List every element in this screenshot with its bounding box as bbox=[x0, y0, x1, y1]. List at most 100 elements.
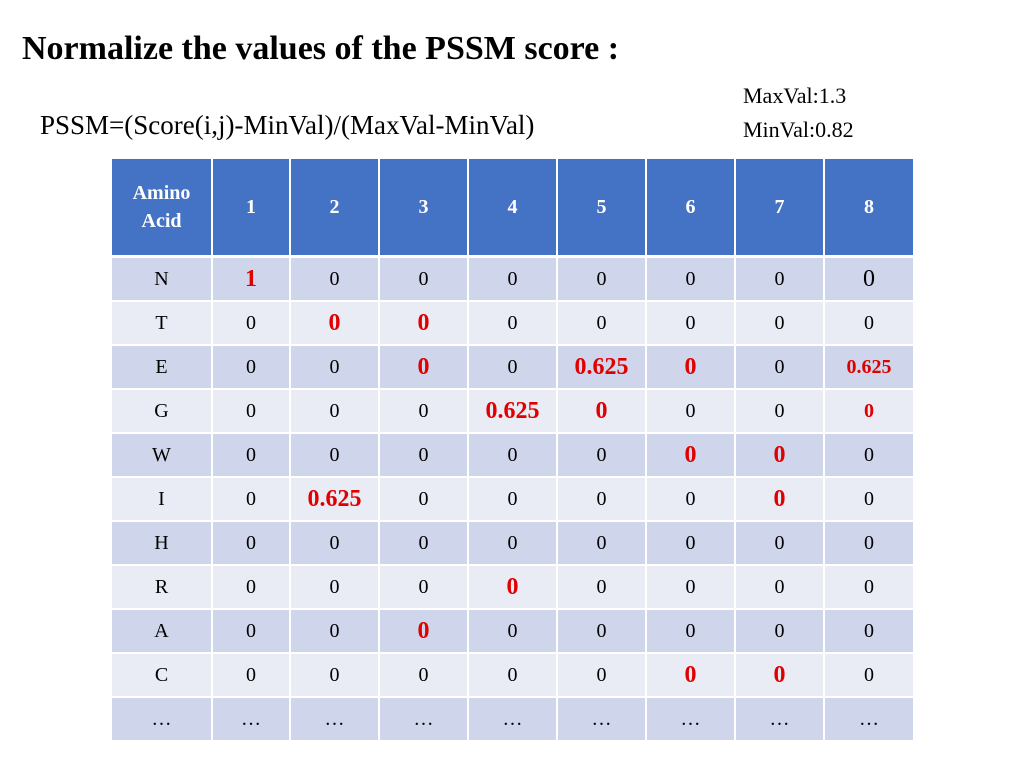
amino-acid-cell: I bbox=[112, 477, 213, 522]
score-cell: 0 bbox=[557, 433, 647, 478]
score-cell: … bbox=[824, 697, 913, 742]
score-cell: 0 bbox=[557, 521, 647, 566]
score-cell: 0 bbox=[646, 521, 736, 566]
score-cell: 0 bbox=[824, 433, 913, 478]
score-cell: 1 bbox=[212, 256, 291, 302]
score-cell: 0 bbox=[557, 389, 647, 434]
header-position-2: 2 bbox=[290, 159, 380, 258]
score-cell: 0 bbox=[468, 653, 558, 698]
score-cell: 0 bbox=[557, 256, 647, 302]
score-cell: 0 bbox=[735, 565, 825, 610]
amino-acid-cell: H bbox=[112, 521, 213, 566]
score-cell: 0 bbox=[468, 301, 558, 346]
header-position-1: 1 bbox=[212, 159, 291, 258]
score-cell: 0 bbox=[824, 521, 913, 566]
score-cell: 0 bbox=[735, 521, 825, 566]
score-cell: 0 bbox=[468, 609, 558, 654]
score-cell: 0.625 bbox=[468, 389, 558, 434]
score-cell: … bbox=[735, 697, 825, 742]
score-cell: 0 bbox=[468, 345, 558, 390]
score-cell: 0 bbox=[379, 565, 469, 610]
min-value-label: MinVal:0.82 bbox=[743, 117, 854, 142]
amino-acid-cell: A bbox=[112, 609, 213, 654]
amino-acid-cell: C bbox=[112, 653, 213, 698]
amino-acid-cell: … bbox=[112, 697, 213, 742]
score-cell: 0 bbox=[212, 345, 291, 390]
score-cell: 0 bbox=[290, 521, 380, 566]
score-cell: 0 bbox=[735, 256, 825, 302]
table-header-row: Amino Acid 1 2 3 4 5 6 7 8 bbox=[112, 159, 913, 258]
score-cell: 0 bbox=[824, 609, 913, 654]
score-cell: 0 bbox=[379, 345, 469, 390]
amino-acid-cell: R bbox=[112, 565, 213, 610]
score-cell: 0 bbox=[646, 653, 736, 698]
score-cell: 0 bbox=[379, 256, 469, 302]
score-cell: 0 bbox=[824, 653, 913, 698]
score-cell: 0 bbox=[290, 609, 380, 654]
score-cell: 0 bbox=[824, 477, 913, 522]
header-position-5: 5 bbox=[557, 159, 647, 258]
score-cell: 0 bbox=[212, 477, 291, 522]
score-cell: 0 bbox=[290, 256, 380, 302]
score-cell: 0 bbox=[735, 433, 825, 478]
score-cell: 0 bbox=[646, 565, 736, 610]
header-position-4: 4 bbox=[468, 159, 558, 258]
score-cell: … bbox=[379, 697, 469, 742]
normalization-formula: PSSM=(Score(i,j)-MinVal)/(MaxVal-MinVal) bbox=[40, 110, 535, 140]
score-cell: 0 bbox=[290, 565, 380, 610]
score-cell: 0 bbox=[468, 521, 558, 566]
score-cell: … bbox=[646, 697, 736, 742]
score-cell: 0 bbox=[468, 565, 558, 610]
score-cell: 0 bbox=[646, 301, 736, 346]
score-cell: 0.625 bbox=[290, 477, 380, 522]
score-cell: 0 bbox=[557, 477, 647, 522]
score-cell: 0 bbox=[290, 345, 380, 390]
table-row: I 0 0.625 0 0 0 0 0 0 bbox=[112, 477, 913, 522]
score-cell: 0 bbox=[557, 301, 647, 346]
score-cell: 0 bbox=[290, 389, 380, 434]
amino-acid-cell: T bbox=[112, 301, 213, 346]
score-cell: … bbox=[557, 697, 647, 742]
score-cell: 0 bbox=[212, 301, 291, 346]
score-cell: 0 bbox=[557, 565, 647, 610]
slide-title: Normalize the values of the PSSM score : bbox=[22, 30, 620, 67]
score-cell: 0 bbox=[557, 609, 647, 654]
score-cell: 0 bbox=[379, 477, 469, 522]
score-cell: 0 bbox=[735, 389, 825, 434]
score-cell: 0 bbox=[468, 256, 558, 302]
score-cell: 0 bbox=[212, 389, 291, 434]
score-cell: 0 bbox=[646, 433, 736, 478]
score-cell: 0 bbox=[379, 653, 469, 698]
amino-acid-cell: N bbox=[112, 256, 213, 302]
score-cell: 0 bbox=[824, 389, 913, 434]
score-cell: 0 bbox=[290, 301, 380, 346]
score-cell: 0 bbox=[735, 301, 825, 346]
score-cell: 0 bbox=[212, 521, 291, 566]
table-body: N 1 0 0 0 0 0 0 0 T 0 0 0 0 0 0 0 0 E 0 0 0 0 0.625 0 0 0.625 G 0 0 0 0… bbox=[112, 256, 913, 742]
amino-acid-cell: E bbox=[112, 345, 213, 390]
score-cell: 0 bbox=[824, 301, 913, 346]
score-cell: 0 bbox=[824, 565, 913, 610]
score-cell: 0 bbox=[212, 433, 291, 478]
amino-acid-cell: W bbox=[112, 433, 213, 478]
score-cell: 0 bbox=[290, 433, 380, 478]
header-position-6: 6 bbox=[646, 159, 736, 258]
score-cell: 0 bbox=[212, 565, 291, 610]
score-cell: 0 bbox=[557, 653, 647, 698]
score-cell: 0 bbox=[379, 301, 469, 346]
score-cell: 0 bbox=[646, 345, 736, 390]
score-cell: 0 bbox=[379, 433, 469, 478]
score-cell: 0 bbox=[379, 609, 469, 654]
score-cell: 0 bbox=[646, 256, 736, 302]
score-cell: 0 bbox=[646, 609, 736, 654]
score-cell: 0 bbox=[468, 477, 558, 522]
score-cell: 0.625 bbox=[824, 345, 913, 390]
score-cell: 0 bbox=[290, 653, 380, 698]
